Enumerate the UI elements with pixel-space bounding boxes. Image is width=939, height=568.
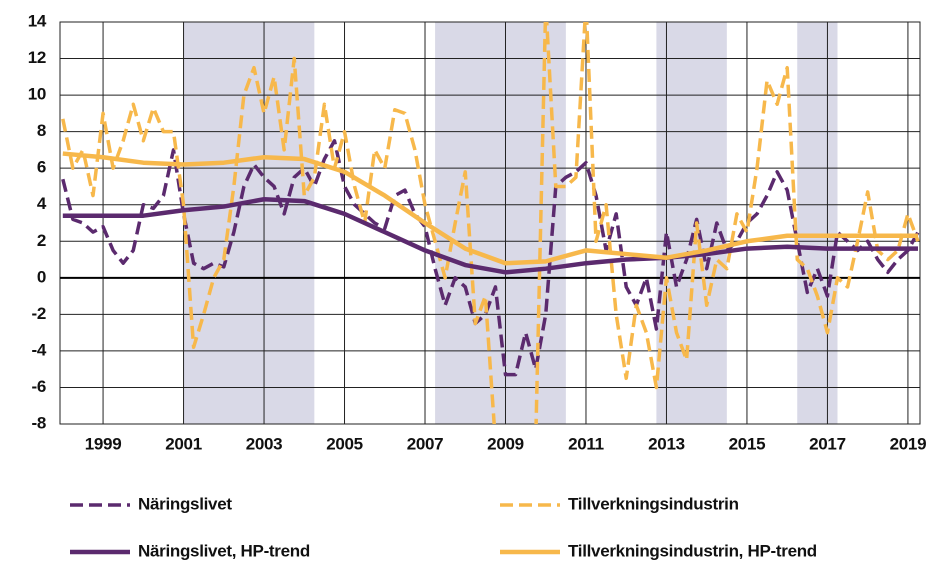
series-line [61, 22, 920, 424]
x-tick-label: 2005 [326, 434, 363, 453]
y-tick-label: 10 [28, 85, 46, 104]
x-tick-label: 2011 [568, 434, 604, 453]
y-tick-label: 14 [28, 11, 47, 30]
lines-layer [61, 22, 920, 424]
y-tick-label: 4 [37, 194, 47, 213]
x-tick-label: 2001 [165, 434, 202, 453]
y-tick-label: -4 [31, 340, 46, 359]
x-tick-label: 1999 [85, 434, 122, 453]
x-tick-label: 2017 [809, 434, 846, 453]
x-tick-label: 2013 [648, 434, 685, 453]
shaded-period [183, 22, 315, 424]
legend-label: Tillverkningsindustrin [568, 494, 739, 513]
legend-label: Näringslivet, HP-trend [138, 541, 310, 560]
y-tick-label: 8 [37, 121, 46, 140]
x-tick-label: 2007 [407, 434, 444, 453]
y-tick-label: -6 [31, 377, 46, 396]
shaded-period [797, 22, 838, 424]
y-tick-label: 2 [37, 231, 46, 250]
grid-layer [59, 21, 921, 425]
plot-border [59, 21, 921, 425]
shading-layer [183, 22, 838, 424]
y-tick-label: 6 [37, 158, 46, 177]
series-line [61, 139, 920, 377]
x-tick-label: 2019 [890, 434, 927, 453]
series-line [62, 196, 918, 275]
x-tick-label: 2003 [246, 434, 283, 453]
y-tick-label: -2 [31, 304, 46, 323]
y-tick-label: 0 [37, 267, 46, 286]
series-line [62, 151, 918, 266]
labels-layer: -8 -6 -4 -2 0 2 4 6 8 10 12 14 1999 2001 2003 2005 2007 2… [28, 11, 927, 560]
x-tick-label: 2009 [487, 434, 524, 453]
legend-label: Tillverkningsindustrin, HP-trend [568, 541, 817, 560]
legend-label: Näringslivet [138, 494, 232, 513]
x-tick-label: 2015 [729, 434, 766, 453]
y-tick-label: 12 [28, 48, 46, 67]
y-tick-label: -8 [31, 413, 46, 432]
